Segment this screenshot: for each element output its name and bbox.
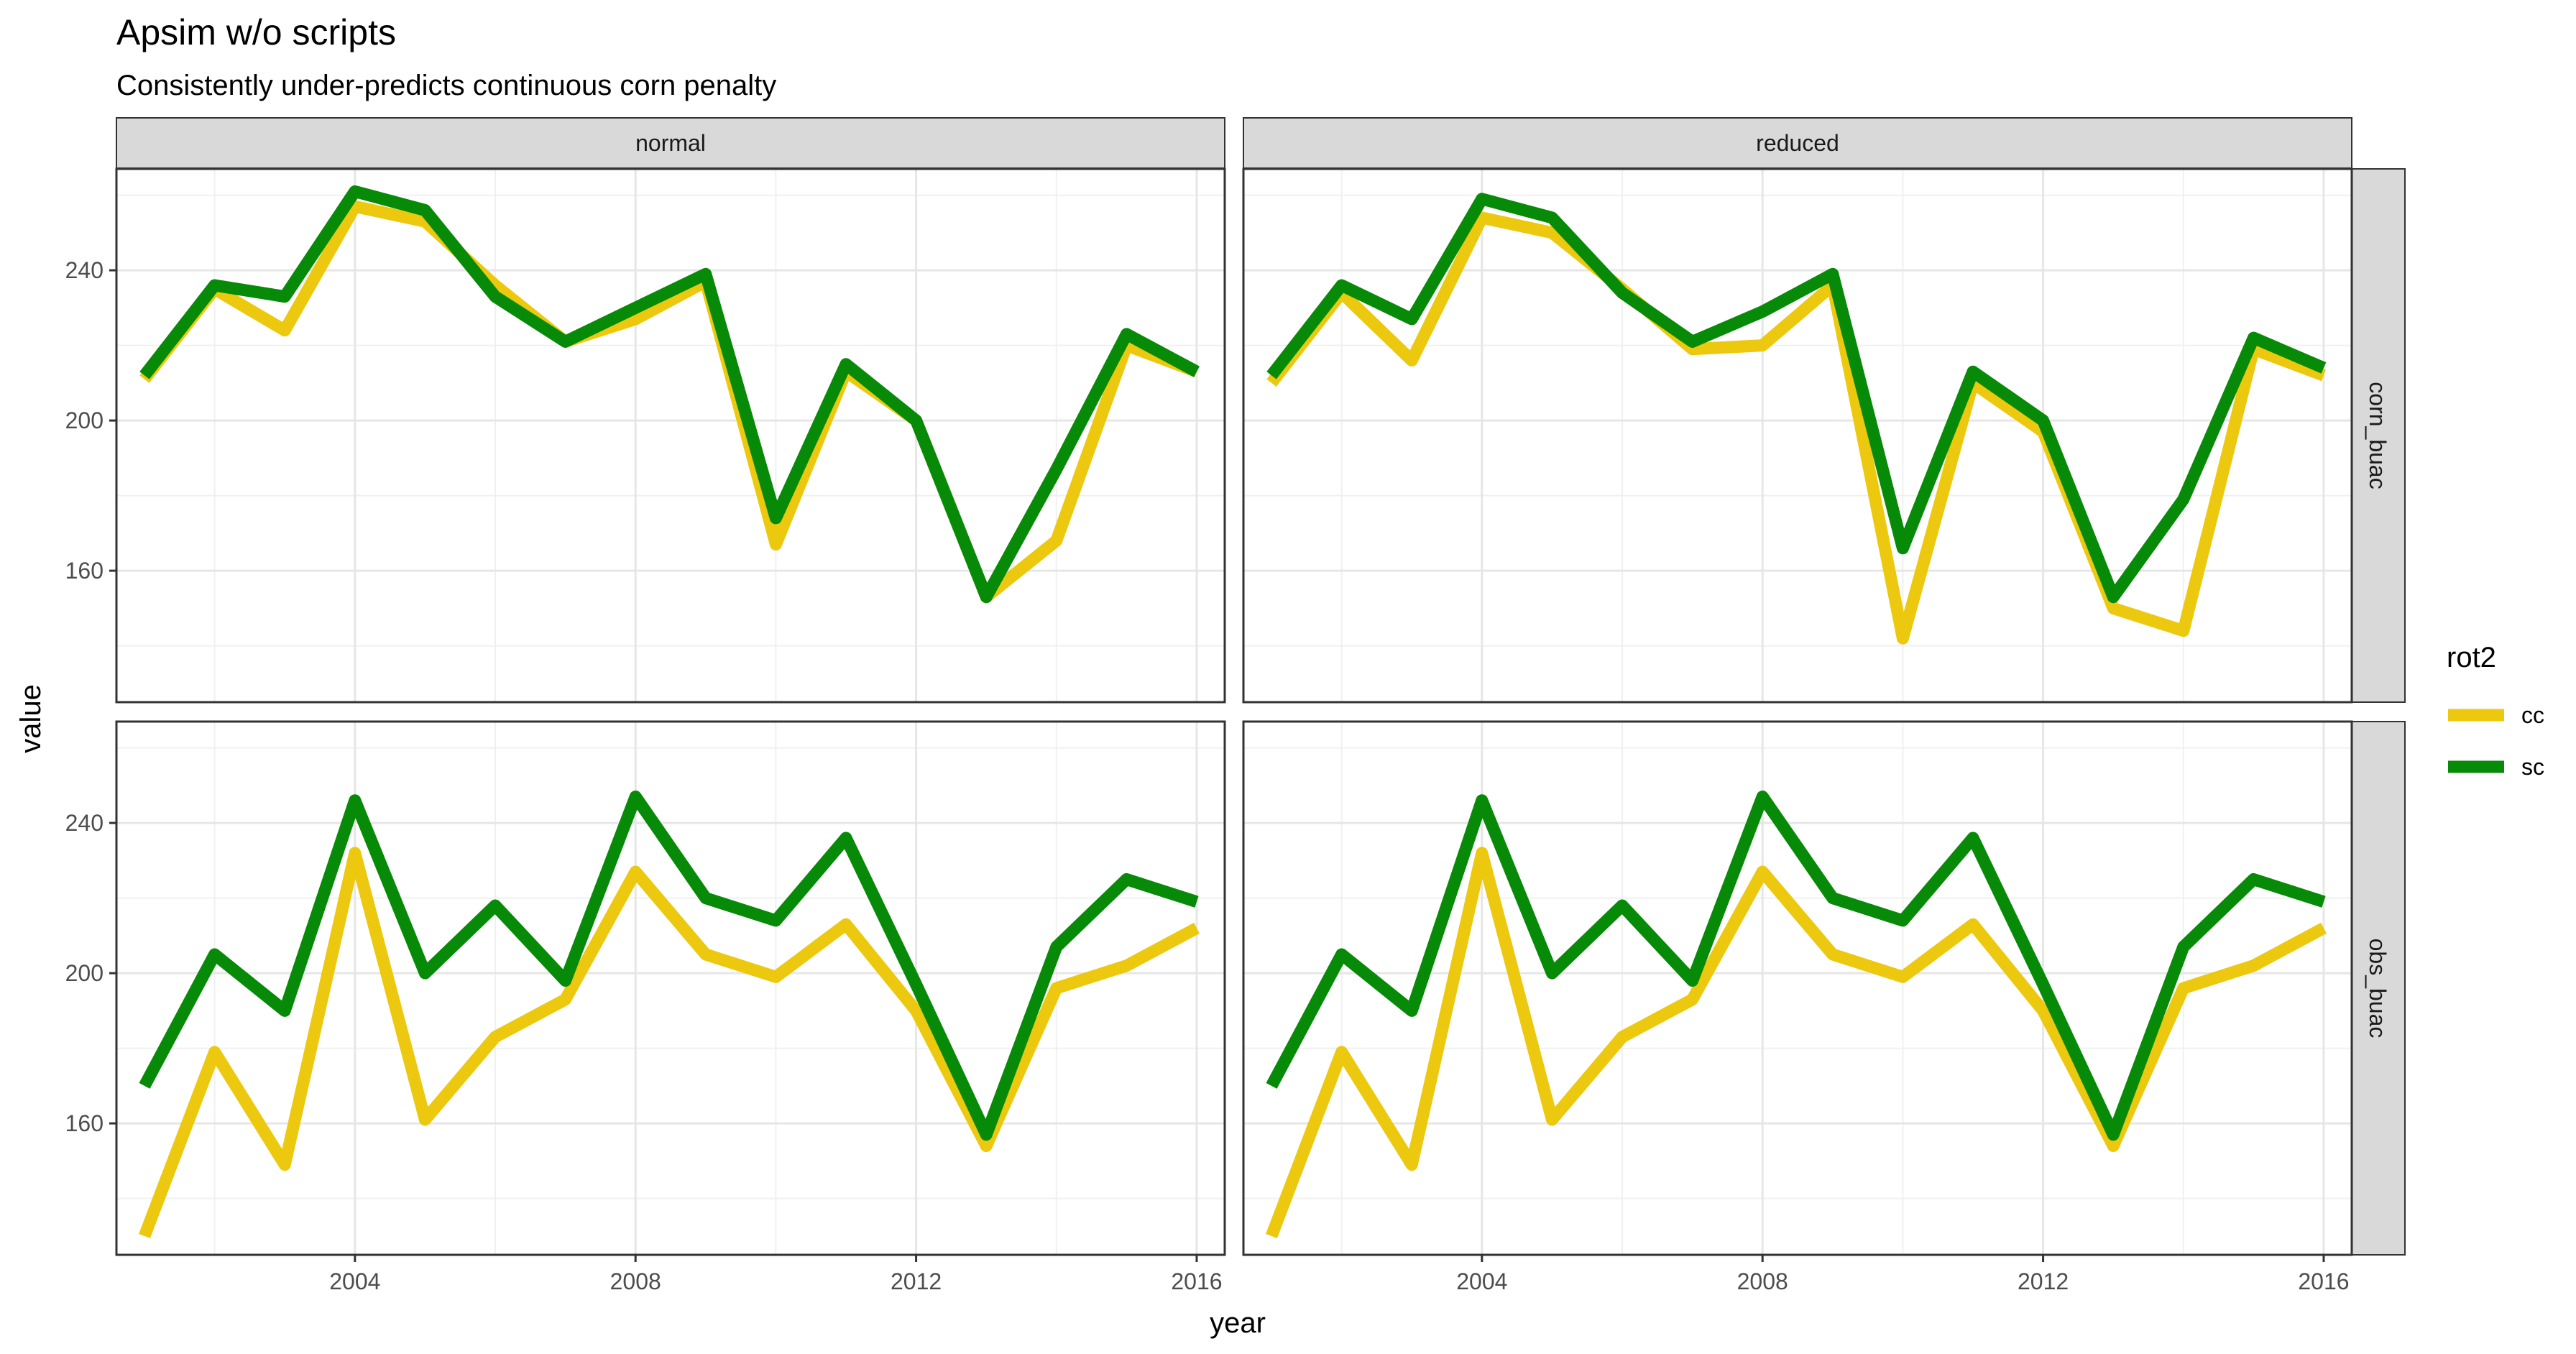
facet-strip-normal: [116, 117, 1225, 169]
panel-normal-obs_buac: 160 200 240 2004 2008 2012 2016: [65, 720, 1226, 1294]
series-line-cc: [1266, 211, 2326, 645]
series-line-sc: [1266, 193, 2327, 604]
y-tick-label: 160: [65, 1110, 104, 1136]
x-tick-label: 2008: [610, 1268, 661, 1294]
x-tick-label: 2008: [1737, 1268, 1788, 1294]
x-tick-label: 2016: [1171, 1268, 1222, 1294]
facet-strip-label-corn_buac: corn_buac: [2365, 382, 2391, 489]
series-line-sc: [139, 185, 1200, 604]
series-line-sc: [1266, 791, 2326, 1141]
y-tick-label: 200: [65, 407, 104, 433]
y-tick-label: 240: [65, 810, 104, 836]
y-tick-label: 200: [65, 960, 104, 986]
facet-strip-label-normal: normal: [635, 130, 706, 156]
panel-normal-corn_buac: 160 200 240: [65, 167, 1226, 704]
panel-border: [115, 167, 1226, 704]
y-axis-title: value: [15, 684, 47, 753]
y-tick-label: 240: [65, 257, 104, 283]
series-line-sc: [139, 791, 1199, 1141]
x-tick-label: 2012: [2018, 1268, 2069, 1294]
panel-border: [1242, 167, 2353, 704]
facet-strip-label-reduced: reduced: [1756, 130, 1839, 156]
facet-strip-obs_buac: [2350, 721, 2406, 1256]
legend-label-cc: cc: [2521, 702, 2544, 728]
facet-strip-reduced: [1243, 117, 2352, 169]
legend-label-sc: sc: [2521, 754, 2544, 780]
legend-title: rot2: [2447, 642, 2496, 673]
x-tick-label: 2016: [2298, 1268, 2349, 1294]
chart-subtitle: Consistently under-predicts continuous c…: [116, 70, 776, 101]
panel-border: [1242, 720, 2353, 1256]
x-tick-label: 2004: [329, 1268, 380, 1294]
legend: rot2 cc sc: [2447, 642, 2544, 780]
panel-reduced-obs_buac: 2004 2008 2012 2016: [1242, 720, 2353, 1294]
x-tick-label: 2012: [891, 1268, 942, 1294]
y-tick-label: 160: [65, 558, 104, 584]
panel-border: [115, 720, 1226, 1256]
x-axis-title: year: [1210, 1307, 1266, 1339]
facet-strip-corn_buac: [2350, 168, 2406, 703]
series-line-cc: [139, 200, 1199, 604]
panel-background: [116, 169, 1225, 702]
chart-title: Apsim w/o scripts: [116, 12, 396, 52]
facet-strip-label-obs_buac: obs_buac: [2365, 939, 2391, 1038]
panel-background: [1243, 169, 2352, 702]
facet-panels: normal reducedcorn_buacobs_buac1602002401…: [65, 117, 2406, 1294]
series-line-cc: [139, 847, 1200, 1238]
series-line-cc: [1266, 847, 2327, 1238]
x-tick-label: 2004: [1456, 1268, 1507, 1294]
panel-reduced-corn_buac: [1242, 167, 2353, 704]
